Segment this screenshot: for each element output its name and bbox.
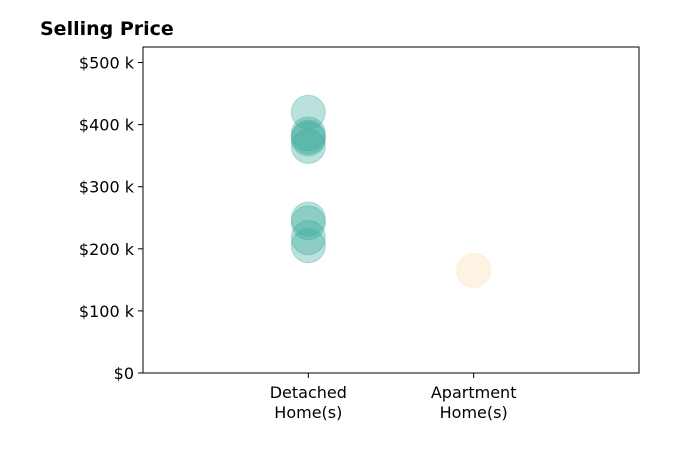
x-tick-label: Detached Home(s) [270,383,347,422]
data-point [290,121,326,157]
y-tick-label: $300 k [79,178,135,197]
data-point [290,116,326,152]
x-tick-label-line: Apartment [431,383,517,402]
y-tick-label: $200 k [79,240,135,259]
data-point [290,201,326,237]
y-tick-label: $0 [114,364,134,383]
data-point [290,94,326,130]
chart-title: Selling Price [40,18,174,40]
x-tick-label-line: Home(s) [440,403,508,422]
data-point [290,119,326,155]
plot-area [142,46,640,374]
x-axis: Detached Home(s)Apartment Home(s) [270,373,517,422]
data-point [290,220,326,256]
y-axis: $0 $100 k $200 k $300 k $400 k $500 k [79,54,143,383]
x-tick-label-line: Home(s) [274,403,342,422]
data-point [290,205,326,241]
data-point [290,228,326,264]
x-tick-label-line: Detached [270,383,347,402]
data-points [290,94,492,289]
x-tick-label: Apartment Home(s) [431,383,517,422]
plot-frame [142,46,640,374]
data-point [290,128,326,164]
y-tick-label: $100 k [79,302,135,321]
y-tick-label: $500 k [79,54,135,73]
data-point [456,253,492,289]
y-tick-label: $400 k [79,116,135,135]
